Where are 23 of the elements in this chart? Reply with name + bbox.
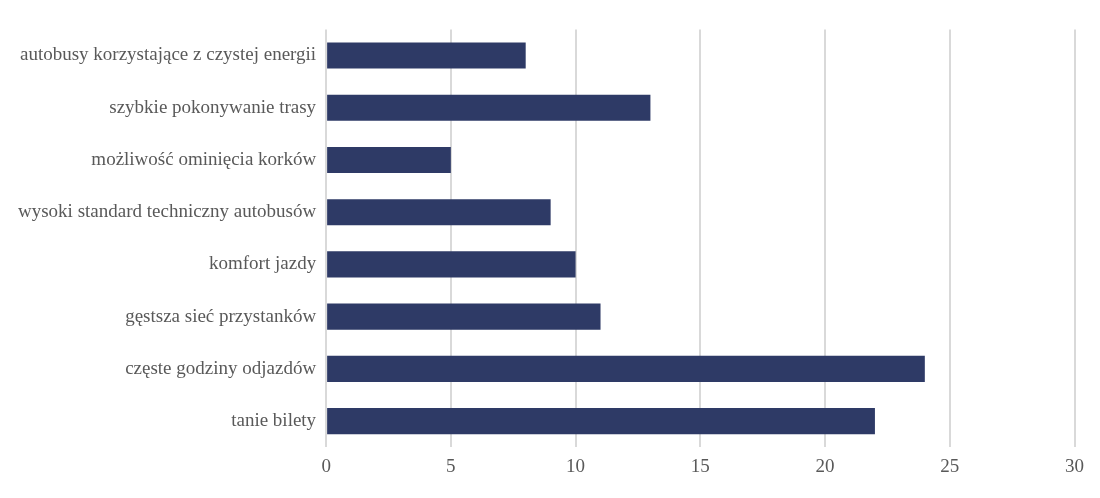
x-tick-label: 20 <box>815 454 835 476</box>
bar <box>327 146 451 174</box>
x-tick-label: 10 <box>566 454 586 476</box>
bar <box>327 42 526 69</box>
bar <box>327 199 551 226</box>
x-tick-label: 25 <box>940 454 960 476</box>
x-tick-label: 5 <box>446 454 456 476</box>
y-tick-label: gęstsza sieć przystanków <box>125 304 317 326</box>
x-tick-label: 0 <box>321 454 331 476</box>
y-tick-label: szybkie pokonywanie trasy <box>109 95 317 117</box>
y-tick-label: częste godziny odjazdów <box>125 356 317 378</box>
y-tick-label: tanie bilety <box>231 409 317 431</box>
x-tick-label: 15 <box>690 454 710 476</box>
bar <box>327 94 651 121</box>
x-tick-label: 30 <box>1065 454 1084 476</box>
y-tick-label: wysoki standard techniczny autobusów <box>17 200 317 222</box>
bar <box>327 408 875 435</box>
bar <box>327 303 601 330</box>
y-tick-label: komfort jazdy <box>209 252 317 274</box>
bar <box>327 355 925 382</box>
y-tick-label: autobusy korzystające z czystej energii <box>19 43 317 65</box>
y-tick-label: możliwość ominięcia korków <box>91 147 317 169</box>
bar <box>327 251 576 278</box>
